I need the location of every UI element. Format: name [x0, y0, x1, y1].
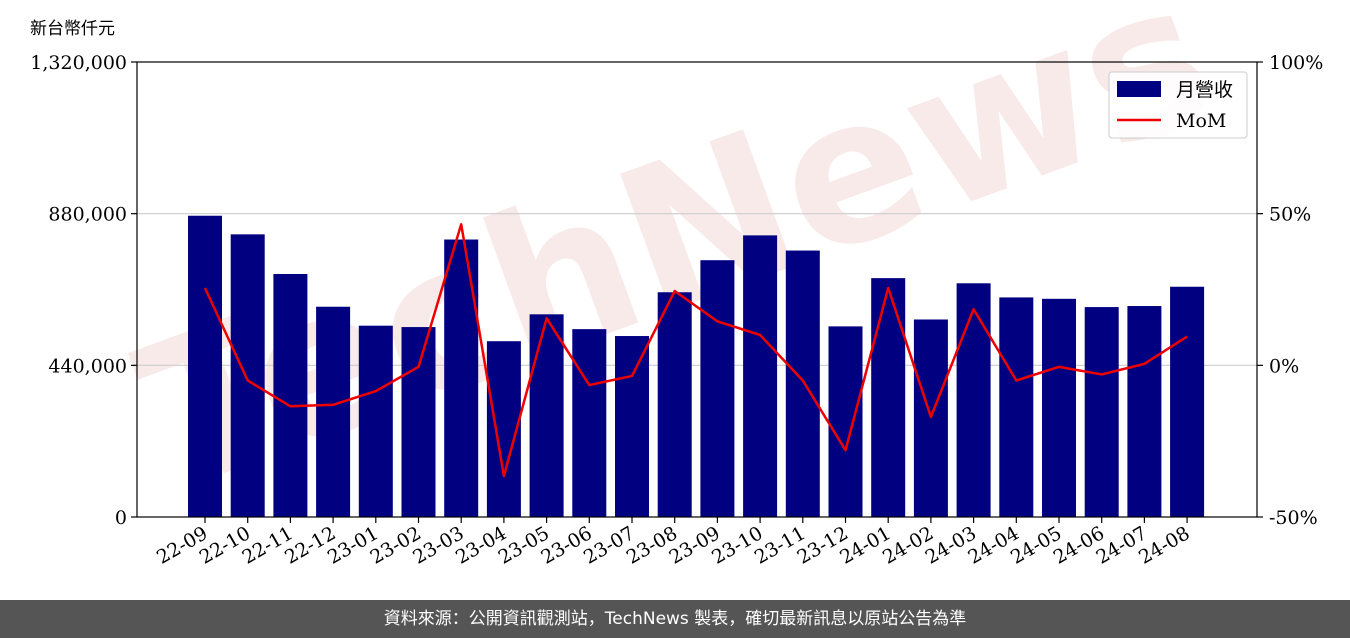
legend: 月營收 MoM	[1108, 71, 1248, 139]
bar-23-11	[785, 250, 820, 517]
bar-23-09	[700, 260, 735, 517]
bar-23-10	[743, 235, 778, 517]
source-footer: 資料來源：公開資訊觀測站，TechNews 製表，確切最新訊息以原站公告為準	[0, 600, 1350, 638]
legend-label-bar: 月營收	[1176, 79, 1233, 101]
left-y-axis: 0 440,000 880,000 1,320,000	[30, 52, 137, 529]
source-text: 資料來源：公開資訊觀測站，TechNews 製表，確切最新訊息以原站公告為準	[383, 609, 967, 629]
revenue-chart: TechNews 新台幣仟元 0440,000880,0001,320,000 …	[30, 0, 1323, 569]
left-tick-label: 880,000	[48, 204, 127, 226]
bar-24-07	[1127, 306, 1162, 517]
bar-22-11	[273, 273, 308, 517]
bar-23-02	[401, 327, 436, 517]
left-tick-label: 1,320,000	[30, 52, 127, 74]
bar-24-04	[999, 297, 1034, 517]
mom-line-series	[203, 223, 1188, 478]
bar-24-03	[956, 283, 991, 517]
legend-swatch-bar	[1117, 81, 1161, 97]
right-y-axis: -50% 0% 50% 100%	[1257, 52, 1323, 529]
bar-23-04	[486, 341, 521, 517]
right-tick-label: 50%	[1269, 204, 1311, 226]
bar-24-01	[871, 278, 906, 517]
bar-22-12	[316, 306, 351, 517]
bar-23-03	[444, 239, 479, 518]
bar-22-10	[230, 234, 265, 517]
bar-23-01	[358, 325, 393, 517]
bar-23-05	[529, 314, 564, 517]
y-axis-unit-label: 新台幣仟元	[30, 19, 115, 39]
x-axis: 22-0922-1022-1122-1223-0123-0223-0323-04…	[153, 517, 1194, 569]
mom-line	[203, 223, 1188, 478]
right-tick-label: -50%	[1269, 507, 1318, 529]
chart-area: TechNews 新台幣仟元 0 440,000 880,000 1,320,000 …	[30, 0, 1323, 569]
left-tick-label: 440,000	[48, 355, 127, 377]
plot-frame	[136, 61, 1258, 518]
left-tick-label: 0	[115, 507, 127, 529]
bar-23-08	[657, 292, 692, 517]
right-tick-label: 100%	[1269, 52, 1323, 74]
bar-23-12	[828, 326, 863, 517]
bar-23-07	[615, 336, 649, 517]
bar-24-08	[1170, 286, 1205, 517]
bar-23-06	[572, 329, 607, 517]
bar-24-06	[1084, 307, 1119, 517]
legend-label-line: MoM	[1176, 110, 1226, 132]
bar-24-05	[1042, 298, 1076, 517]
bar-24-02	[913, 319, 948, 517]
right-tick-label: 0%	[1269, 355, 1299, 377]
bar-series	[188, 215, 1205, 518]
bar-22-09	[188, 215, 222, 517]
